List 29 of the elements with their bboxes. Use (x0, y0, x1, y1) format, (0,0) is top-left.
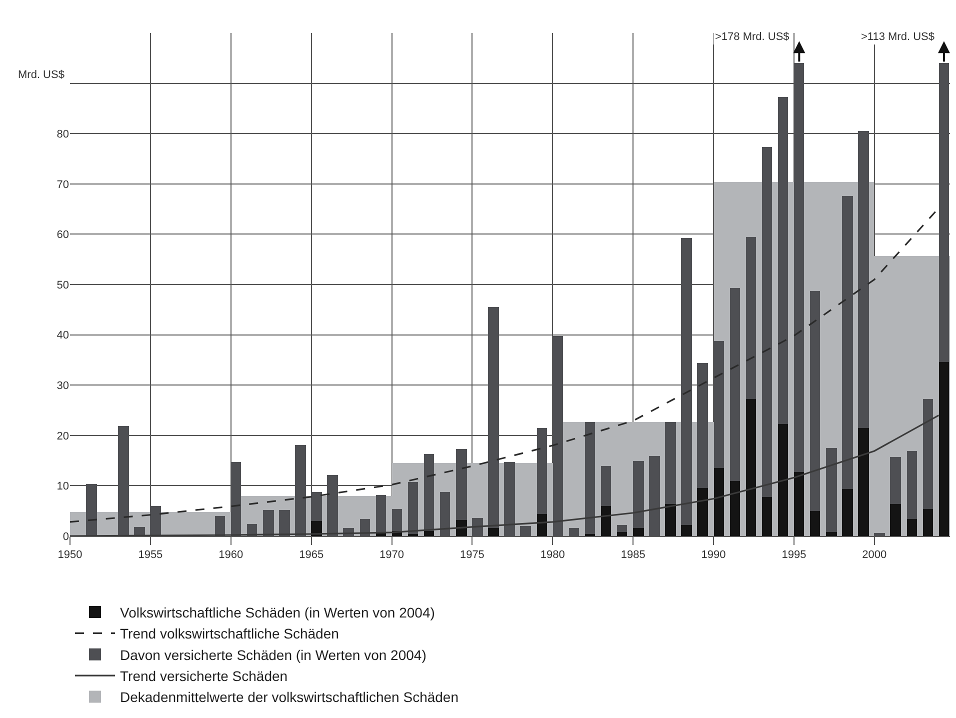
legend-label: Trend volkswirtschaftliche Schäden (120, 626, 339, 642)
x-tick-label: 1995 (782, 549, 806, 562)
y-tick-label: 20 (56, 430, 69, 442)
annotation: >178 Mrd. US$ (715, 31, 790, 43)
x-tick-label: 1980 (540, 549, 565, 562)
y-tick-label: 0 (62, 530, 69, 543)
legend-label: Dekadenmittelwerte der volkswirtschaftlichen Schäden (120, 689, 458, 706)
y-tick-label: 10 (56, 480, 69, 493)
legend-label: Trend versicherte Schäden (120, 668, 288, 684)
y-tick-label: 70 (56, 178, 69, 191)
y-tick-label: 60 (56, 229, 69, 242)
legend-label: Volkswirtschaftliche Schäden (in Werten von 2004) (120, 604, 435, 620)
y-tick-label: 80 (56, 128, 69, 140)
annotation: >113 Mrd. US$ (861, 31, 934, 43)
x-tick-label: 1970 (380, 549, 404, 562)
y-tick-label: 50 (56, 279, 69, 292)
y-tick-label: 30 (56, 380, 69, 392)
line-series (70, 414, 940, 536)
legend-label: Davon versicherte Schäden (in Werten von 2004) (120, 646, 426, 663)
x-tick-label: 1985 (620, 549, 646, 562)
x-tick-label: 2000 (862, 549, 887, 562)
x-tick-label: 1975 (460, 549, 484, 562)
x-tick-label: 1960 (218, 549, 244, 562)
x-tick-label: 1990 (701, 549, 726, 562)
y-tick-label: 40 (56, 330, 69, 342)
x-tick-label: 1950 (58, 549, 82, 562)
y-axis-title: Mrd. US$ (18, 69, 64, 81)
x-tick-label: 1965 (299, 549, 324, 562)
x-tick-label: 1955 (138, 549, 163, 562)
